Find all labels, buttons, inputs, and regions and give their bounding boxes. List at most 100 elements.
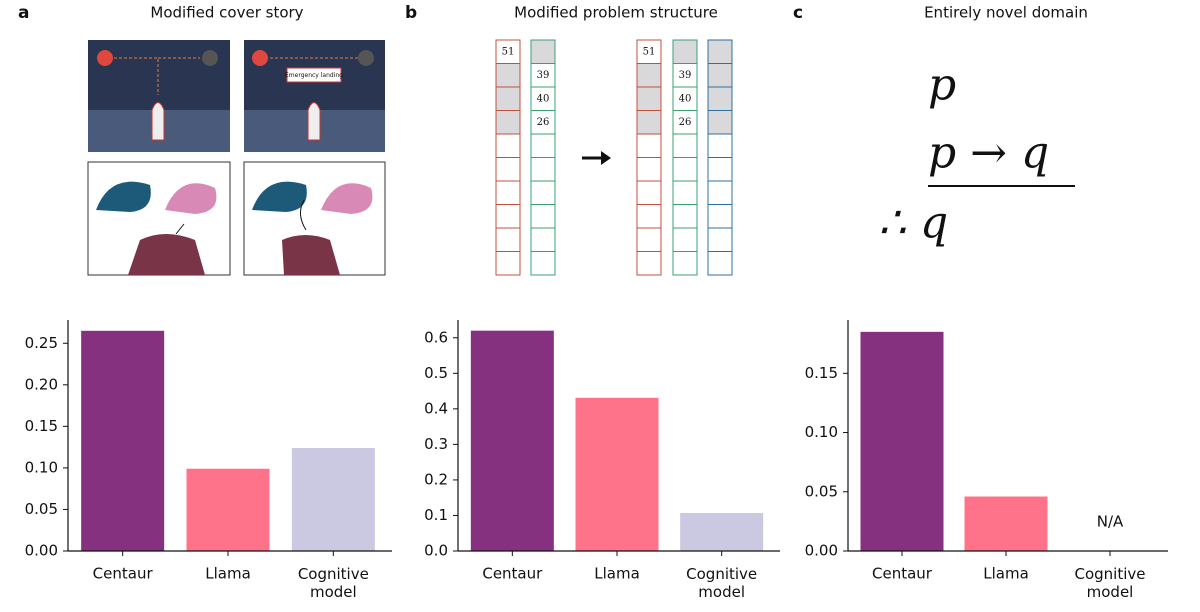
y-tick-label: 0.1 — [424, 506, 448, 524]
cell — [530, 251, 556, 276]
mountain — [252, 181, 307, 212]
cell — [636, 133, 662, 158]
cell-label: 39 — [679, 70, 692, 81]
cell — [530, 39, 556, 64]
y-tick-label: 0.10 — [25, 458, 58, 476]
cell — [495, 63, 521, 88]
panel-letter: b — [405, 3, 417, 23]
illustration-c: p p → q ∴ q — [878, 60, 1075, 249]
y-tick-label: 0.5 — [424, 364, 448, 382]
y-tick-label: 0.6 — [424, 328, 448, 346]
carpet — [282, 235, 340, 275]
cell — [495, 180, 521, 205]
cell — [672, 157, 698, 182]
planet — [97, 50, 113, 66]
cell — [530, 227, 556, 252]
route — [114, 57, 200, 95]
cell — [672, 39, 698, 64]
panel-letter: c — [793, 3, 803, 23]
cell-label: 40 — [679, 94, 692, 105]
cell — [495, 110, 521, 135]
x-tick-label: Cognitive model — [1074, 565, 1145, 601]
cell — [707, 86, 733, 111]
chart-title: Entirely novel domain — [924, 4, 1088, 22]
cell-label: 51 — [502, 47, 515, 58]
y-tick-label: 0.00 — [805, 542, 838, 560]
y-tick-label: 0.3 — [424, 435, 448, 453]
bar — [680, 512, 764, 551]
cell — [672, 204, 698, 229]
cell — [530, 180, 556, 205]
cell — [530, 204, 556, 229]
cell-label: 51 — [643, 47, 656, 58]
y-tick-label: 0.4 — [424, 399, 448, 417]
x-tick-label: Llama — [983, 565, 1029, 583]
premise: p — [928, 60, 956, 111]
asteroid — [358, 50, 374, 66]
cell — [707, 110, 733, 135]
cell — [636, 63, 662, 88]
cell — [672, 180, 698, 205]
cell — [672, 251, 698, 276]
cell — [495, 86, 521, 111]
mountain — [96, 181, 151, 212]
cell — [636, 180, 662, 205]
chart-title: Modified problem structure — [514, 4, 718, 22]
y-tick-label: 0.05 — [805, 482, 838, 500]
arrow — [300, 199, 307, 231]
cell — [672, 227, 698, 252]
value-label: N/A — [1097, 513, 1124, 531]
cell — [707, 157, 733, 182]
bar — [186, 468, 270, 551]
bar — [860, 331, 944, 551]
illustration-b: 51 39 40 26 51 39 40 26 — [495, 39, 733, 276]
arrow — [175, 223, 185, 235]
y-tick-label: 0.15 — [805, 364, 838, 382]
arrow-head — [601, 151, 611, 165]
cell — [636, 157, 662, 182]
x-tick-label: Centaur — [482, 565, 543, 583]
cell — [495, 133, 521, 158]
y-tick-label: 0.10 — [805, 423, 838, 441]
cell — [636, 251, 662, 276]
cell — [636, 227, 662, 252]
y-tick-label: 0.20 — [25, 375, 58, 393]
cell — [707, 39, 733, 64]
bar — [470, 330, 554, 551]
cell — [707, 180, 733, 205]
bar — [291, 447, 375, 551]
rocket — [151, 102, 165, 141]
x-tick-label: Llama — [594, 565, 640, 583]
carpet — [128, 234, 205, 275]
cell-label: 26 — [537, 117, 550, 128]
cell — [495, 204, 521, 229]
sign-box — [286, 67, 342, 83]
cell-label: 26 — [679, 117, 692, 128]
cell — [530, 133, 556, 158]
cell — [636, 110, 662, 135]
cell — [530, 157, 556, 182]
cell — [495, 251, 521, 276]
y-tick-label: 0.2 — [424, 470, 448, 488]
sign-label: Emergency landing — [285, 72, 343, 79]
y-tick-label: 0.00 — [25, 542, 58, 560]
x-tick-label: Cognitive model — [298, 565, 369, 601]
chart-title: Modified cover story — [150, 4, 303, 22]
x-tick-label: Cognitive model — [686, 565, 757, 601]
conclusion: ∴ q — [878, 198, 948, 249]
illustration-a: Emergency landing — [87, 40, 386, 276]
premise: p → q — [928, 128, 1049, 179]
mountain — [165, 183, 217, 214]
cell — [707, 251, 733, 276]
planet — [252, 50, 268, 66]
y-tick-label: 0.05 — [25, 500, 58, 518]
bar — [964, 496, 1048, 551]
y-tick-label: 0.15 — [25, 417, 58, 435]
cell — [707, 227, 733, 252]
cell — [495, 227, 521, 252]
y-tick-label: 0.25 — [25, 334, 58, 352]
x-tick-label: Centaur — [872, 565, 933, 583]
cell — [495, 157, 521, 182]
x-tick-label: Centaur — [93, 565, 154, 583]
